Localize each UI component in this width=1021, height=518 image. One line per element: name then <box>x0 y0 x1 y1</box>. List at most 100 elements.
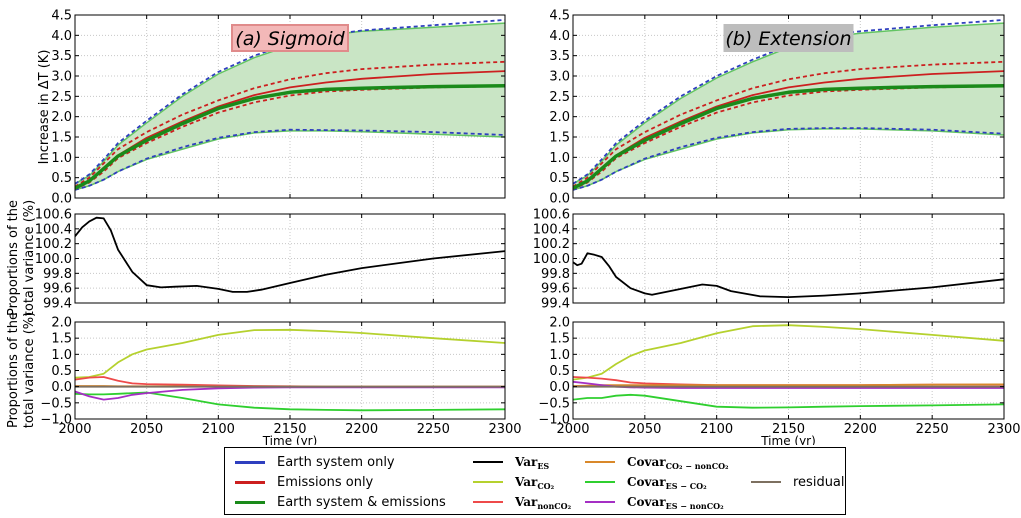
series-line-both_mean <box>75 84 505 190</box>
y-tick-label: 99.6 <box>43 282 72 297</box>
y-tick-label: 1.5 <box>51 131 72 146</box>
y-tick-label: −1.0 <box>40 413 72 428</box>
legend-math-sub: CO₂ <box>537 481 555 491</box>
y-tick-label: 1.5 <box>549 131 570 146</box>
x-tick-label: 2050 <box>130 422 163 437</box>
y-tick-label: 3.5 <box>549 49 570 64</box>
y-tick-label: 100.4 <box>35 222 72 237</box>
plot-series-group <box>75 19 505 191</box>
legend-var-nonco2: VarnonCO₂ <box>473 492 571 512</box>
y-tick-label: 0.5 <box>549 171 570 186</box>
y-tick-label: 1.5 <box>549 332 570 347</box>
x-axis-label: Time (yr) <box>262 434 318 445</box>
y-tick-label: −0.5 <box>538 396 570 411</box>
x-axis-label: Time (yr) <box>760 434 816 445</box>
y-tick-label: 2.0 <box>51 316 72 331</box>
series-line-covar_es_co2 <box>573 393 1004 409</box>
bottom-y-axis-label-line2: total variance (%) <box>22 312 37 428</box>
y-tick-label: 4.5 <box>549 9 570 24</box>
x-tick-label: 2200 <box>345 422 378 437</box>
middle-y-axis-label-line1: Proportions of the <box>6 200 21 316</box>
legend-math-main: Var <box>515 495 538 509</box>
panel-title: (a) Sigmoid <box>235 28 345 50</box>
y-tick-label: 0.5 <box>51 364 72 379</box>
x-tick-label: 2250 <box>417 422 450 437</box>
legend-swatch <box>585 481 615 483</box>
legend-swatch <box>473 461 503 463</box>
x-tick-label: 2000 <box>58 422 91 437</box>
legend-label: Earth system & emissions <box>277 494 446 510</box>
y-tick-label: 100.6 <box>35 208 72 223</box>
legend-residual: residual <box>751 472 845 492</box>
y-tick-label: 99.8 <box>43 267 72 282</box>
y-tick-label: 1.0 <box>549 151 570 166</box>
series-line-es_upper <box>75 19 505 185</box>
x-tick-label: 2150 <box>273 422 306 437</box>
uncertainty-envelope <box>75 23 505 190</box>
legend-swatch <box>473 501 503 503</box>
top-y-axis-label: Increase in ΔT (K) <box>37 50 52 165</box>
x-tick-label: 2000 <box>556 422 589 437</box>
x-tick-label: 2200 <box>844 422 877 437</box>
plot-a-bottom: −1.0 −0.50.00.51.01.52.0 2000 2050 2100 2150 2… <box>40 316 521 446</box>
legend-earth-system: Earth system only <box>235 452 395 472</box>
plot-series-group <box>573 324 1004 409</box>
panel-title-box <box>231 24 349 52</box>
legend-math-main: Covar <box>627 475 666 489</box>
legend-math-main: Var <box>515 455 538 469</box>
legend-var-es: VarES <box>473 452 549 472</box>
plot-b-bottom: −1.0 −0.50.00.51.01.52.0 2000 2050 2100 2150 2… <box>538 316 1020 446</box>
legend-emissions: Emissions only <box>235 472 373 492</box>
y-tick-label: 1.0 <box>549 348 570 363</box>
y-tick-label: 99.4 <box>541 297 570 312</box>
panel-title-box <box>723 24 854 52</box>
legend-covar-es-nonco2: CovarES − nonCO₂ <box>585 492 724 512</box>
y-tick-label: 2.0 <box>549 316 570 331</box>
y-tick-label: 1.0 <box>51 151 72 166</box>
legend-label: Emissions only <box>277 474 374 490</box>
plot-series-group <box>573 252 1004 299</box>
legend-swatch <box>235 500 265 504</box>
y-tick-label: 0.5 <box>549 364 570 379</box>
y-tick-label: 100.2 <box>35 237 72 252</box>
y-tick-label: 0.0 <box>549 380 570 395</box>
x-tick-label: 2100 <box>700 422 733 437</box>
plot-series-group <box>75 328 505 412</box>
legend-swatch <box>751 481 781 483</box>
legend-label: residual <box>793 474 845 490</box>
legend-swatch <box>473 481 503 483</box>
y-tick-label: 100.6 <box>533 208 570 223</box>
y-tick-label: −0.5 <box>40 396 72 411</box>
y-tick-label: 0.0 <box>51 192 72 207</box>
legend-math-sub: ES − CO₂ <box>665 481 707 491</box>
legend-swatch <box>585 501 615 503</box>
legend-var-co2: VarCO₂ <box>473 472 554 492</box>
middle-y-axis-label-line2: total variance (%) <box>22 200 37 316</box>
legend-covar-co2-nonco2: CovarCO₂ − nonCO₂ <box>585 452 729 472</box>
series-line-var_es <box>573 252 1004 299</box>
plot-series-group <box>75 216 505 293</box>
legend-math-main: Covar <box>627 495 666 509</box>
y-tick-label: 2.0 <box>549 110 570 125</box>
y-tick-label: 3.0 <box>549 70 570 85</box>
series-line-es_lower <box>75 128 505 191</box>
panel-title: (b) Extension <box>725 28 851 50</box>
y-tick-label: 100.2 <box>533 237 570 252</box>
legend-both: Earth system & emissions <box>235 492 446 512</box>
series-line-envelope_upper <box>573 22 1004 185</box>
figure-canvas: 0.00.51.01.52.02.53.03.54.04.5(a) Sigmoi… <box>6 9 1021 446</box>
y-tick-label: 2.5 <box>51 90 72 105</box>
x-tick-label: 2150 <box>772 422 805 437</box>
y-tick-label: 100.0 <box>533 252 570 267</box>
series-line-es_upper <box>573 19 1004 185</box>
y-tick-label: 1.5 <box>51 332 72 347</box>
y-tick-label: 4.0 <box>549 29 570 44</box>
legend-swatch <box>235 480 265 484</box>
y-tick-label: 3.5 <box>51 49 72 64</box>
legend: Earth system only Emissions only Earth s… <box>224 447 846 515</box>
x-tick-label: 2300 <box>488 422 521 437</box>
legend-math-sub: ES − nonCO₂ <box>665 501 724 511</box>
y-tick-label: 1.0 <box>51 348 72 363</box>
